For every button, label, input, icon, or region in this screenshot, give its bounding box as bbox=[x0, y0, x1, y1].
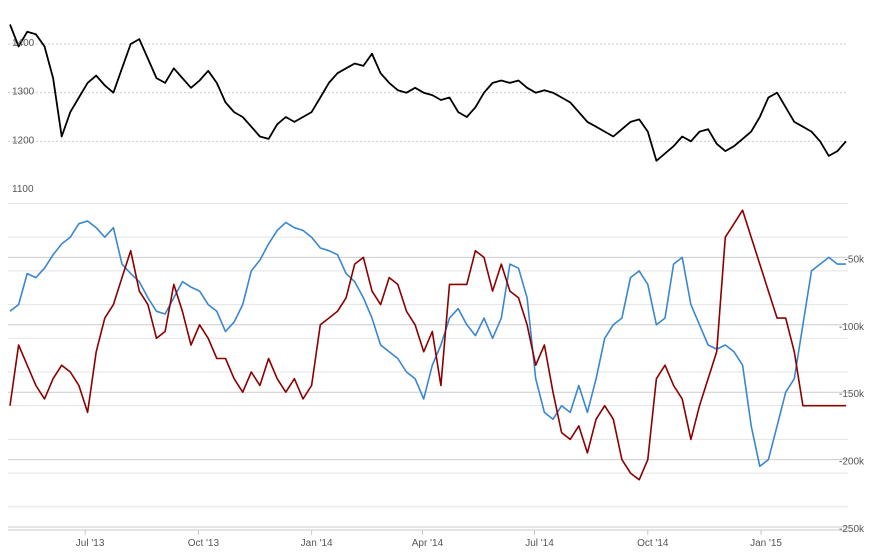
x-tick-label: Jul '14 bbox=[525, 538, 554, 549]
x-tick-label: Jan '15 bbox=[750, 538, 782, 549]
bottom-y-tick-label: -100k bbox=[839, 322, 865, 333]
bottom-y-tick-label: -250k bbox=[839, 524, 865, 535]
top-y-tick-label: 1400 bbox=[12, 38, 35, 49]
gridlines bbox=[8, 43, 848, 535]
series-lines bbox=[9, 24, 847, 481]
x-tick-label: Jan '14 bbox=[301, 538, 333, 549]
x-tick-label: Oct '13 bbox=[188, 538, 220, 549]
bottom-y-tick-label: -200k bbox=[839, 457, 865, 468]
x-tick-label: Oct '14 bbox=[637, 538, 669, 549]
top-y-tick-label: 1300 bbox=[12, 87, 35, 98]
price-series-line bbox=[9, 24, 847, 162]
red-series-line bbox=[9, 209, 846, 481]
top-y-tick-label: 1200 bbox=[12, 135, 35, 146]
top-y-tick-label: 1100 bbox=[12, 184, 34, 195]
axis-labels: 1100 1200 1300 1400 -50k -100k -150k -200k -250k… bbox=[12, 38, 865, 549]
x-tick-label: Jul '13 bbox=[76, 538, 105, 549]
x-tick-label: Apr '14 bbox=[412, 538, 444, 549]
blue-series-line bbox=[9, 220, 846, 468]
bottom-y-tick-label: -50k bbox=[845, 254, 865, 265]
bottom-y-tick-label: -150k bbox=[839, 389, 865, 400]
